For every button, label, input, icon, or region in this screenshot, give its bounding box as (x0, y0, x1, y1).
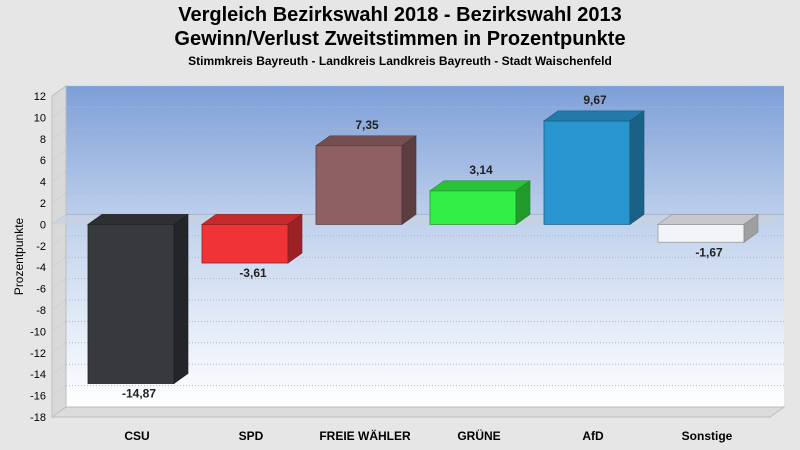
bar-top (543, 110, 645, 122)
x-tick-label: AfD (582, 429, 604, 443)
bar-side (629, 110, 645, 225)
data-label: 9,67 (583, 93, 607, 107)
data-label: 7,35 (355, 118, 379, 132)
chart-sub-subtitle: Stimmkreis Bayreuth - Landkreis Landkrei… (188, 54, 612, 68)
bar-top (87, 214, 189, 225)
y-tick-label: -14 (30, 369, 46, 381)
y-tick-label: 4 (40, 177, 46, 189)
chart-title: Vergleich Bezirkswahl 2018 - Bezirkswahl… (178, 4, 622, 26)
x-tick-label: SPD (239, 429, 264, 443)
data-label: -14,87 (122, 387, 156, 401)
chart-subtitle: Gewinn/Verlust Zweitstimmen in Prozentpu… (174, 28, 626, 50)
y-tick-label: -10 (30, 326, 46, 338)
bar-side (173, 213, 189, 385)
bar (657, 223, 745, 243)
bar-top (201, 214, 303, 225)
bar (429, 190, 517, 225)
bar-top (429, 180, 531, 192)
data-label: 3,14 (469, 163, 493, 177)
y-axis-label: Prozentpunkte (12, 217, 26, 295)
y-tick-label: -2 (36, 241, 46, 253)
bar (543, 120, 631, 225)
bar-top (657, 214, 759, 225)
x-tick-label: CSU (124, 429, 149, 443)
y-tick-label: 12 (34, 91, 46, 103)
y-tick-label: 2 (40, 198, 46, 210)
floor (50, 406, 786, 418)
bar-side (287, 213, 303, 264)
y-tick-label: 10 (34, 112, 46, 124)
bar-side (515, 180, 531, 225)
y-tick-label: -8 (36, 305, 46, 317)
y-tick-label: 0 (40, 219, 46, 231)
y-tick-label: -12 (30, 348, 46, 360)
bar-side (401, 135, 417, 225)
y-tick-label: -18 (30, 412, 46, 424)
data-label: -1,67 (695, 245, 723, 259)
bar (201, 223, 289, 264)
y-tick-label: -16 (30, 391, 46, 403)
data-label: -3,61 (239, 266, 267, 280)
x-tick-label: GRÜNE (457, 428, 500, 443)
bar (315, 145, 403, 225)
bar (87, 223, 175, 384)
bar-side (743, 213, 759, 243)
x-tick-label: Sonstige (682, 429, 733, 443)
side-wall (51, 85, 67, 418)
y-tick-label: -6 (36, 284, 46, 296)
y-tick-label: 8 (40, 134, 46, 146)
bar-top (315, 135, 417, 147)
y-tick-label: 6 (40, 155, 46, 167)
y-tick-label: -4 (36, 262, 46, 274)
x-tick-label: FREIE WÄHLER (319, 428, 411, 443)
